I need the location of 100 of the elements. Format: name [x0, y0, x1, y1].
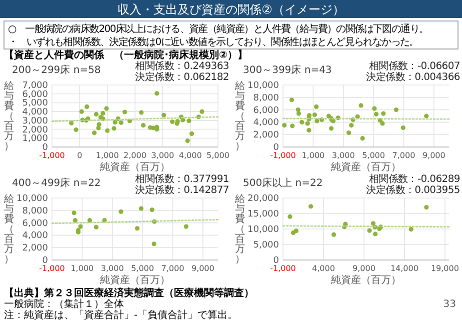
- x-tick-label: 19,000: [430, 264, 459, 273]
- y-tick-label: 20,000: [248, 194, 280, 204]
- text: 相関係数：0.377991: [135, 173, 229, 185]
- point: [346, 130, 352, 136]
- y-tick-label: 3,000: [22, 116, 48, 126]
- point: [74, 127, 78, 132]
- point: [370, 221, 376, 226]
- point: [374, 112, 379, 116]
- y-tick-label: 0: [273, 143, 280, 153]
- text: 相関係数：-0.06607: [368, 60, 460, 72]
- point: [294, 228, 298, 234]
- point: [289, 98, 294, 102]
- point: [400, 125, 406, 130]
- point: [78, 224, 83, 229]
- x-tick-label: 14,000: [390, 264, 418, 273]
- x-axis-title: 純資産（百万）: [331, 161, 401, 173]
- point: [69, 120, 74, 126]
- x-tick-label: 3,000: [100, 264, 124, 273]
- x-tick-label: 4,000: [312, 264, 335, 273]
- chart-title: 200～299床 n=58: [12, 64, 101, 76]
- text: 33: [443, 299, 456, 310]
- text: 相関係数：0.249363: [135, 60, 229, 72]
- y-tick-label: 0: [273, 256, 280, 266]
- x-tick-label: 9,000: [352, 264, 376, 273]
- text: ・ いずれも相関係数、決定係数は0に近い数値を示しており、関係性はほとんど見られなかった。: [8, 36, 418, 48]
- point: [381, 111, 386, 116]
- point: [72, 218, 78, 223]
- point: [290, 124, 295, 128]
- y-tick-label: 2,000: [253, 130, 280, 141]
- point: [154, 91, 160, 96]
- point: [282, 123, 287, 128]
- text: 収入・支出及び資産の関係②（イメージ）: [118, 2, 344, 16]
- point: [138, 206, 144, 211]
- y-axis-title: 給与費（百万）: [234, 80, 245, 152]
- point: [87, 218, 92, 223]
- x-tick-label: -1,000: [39, 264, 65, 273]
- point: [100, 111, 106, 116]
- x-tick-label: 7,000: [161, 264, 184, 273]
- x-tick-label: -1,000: [39, 151, 65, 160]
- point: [72, 210, 76, 216]
- point: [105, 128, 110, 133]
- y-tick-label: 2,000: [22, 244, 48, 254]
- y-tick-label: 6,000: [22, 218, 48, 229]
- y-axis-title: 給与費（百万）: [234, 193, 245, 265]
- point: [305, 121, 310, 126]
- y-axis-title: 給与費（百万）: [3, 80, 14, 152]
- x-tick-label: 7,000: [392, 151, 416, 160]
- point: [367, 228, 372, 233]
- point: [380, 121, 385, 126]
- point: [185, 138, 190, 144]
- point: [141, 123, 146, 128]
- point: [314, 104, 319, 109]
- x-axis-title: 純資産（百万）: [100, 161, 170, 173]
- point: [408, 227, 414, 232]
- point: [328, 126, 334, 131]
- point: [296, 111, 301, 116]
- point: [372, 106, 377, 111]
- point: [122, 110, 128, 114]
- point: [79, 109, 84, 114]
- point: [94, 224, 99, 230]
- point: [373, 232, 378, 236]
- text: 【出典】第２３回医療経済実態調査（医療機関等調査）: [4, 287, 254, 299]
- x-tick-label: 4,000: [178, 151, 202, 160]
- y-tick-label: 4,000: [253, 118, 280, 128]
- point: [94, 112, 99, 117]
- y-tick-label: 4,000: [22, 231, 48, 242]
- text: 相関係数：-0.06289: [368, 173, 460, 185]
- x-tick-label: 3,000: [151, 151, 174, 160]
- point: [112, 120, 118, 124]
- x-axis-title: 純資産（百万）: [100, 274, 170, 286]
- x-tick-label: 0: [77, 151, 82, 160]
- point: [92, 130, 97, 136]
- text: 決定係数：0.142877: [135, 184, 229, 196]
- text: 決定係数：0.004366: [366, 71, 460, 83]
- y-axis-title: 給与費（百万）: [3, 193, 14, 265]
- x-tick-label: 3,000: [332, 151, 355, 160]
- chart-title: 500床以上 n=22: [243, 177, 323, 189]
- x-tick-label: 5,000: [206, 151, 230, 160]
- x-tick-label: 5,000: [131, 264, 154, 273]
- y-tick-label: 0: [42, 143, 48, 153]
- x-tick-label: -1,000: [270, 151, 296, 160]
- point: [139, 110, 144, 115]
- point: [312, 112, 317, 118]
- point: [134, 226, 140, 231]
- point: [104, 106, 109, 111]
- y-tick-label: 0: [42, 256, 48, 266]
- point: [112, 126, 116, 131]
- text: 【資産と人件費の関係 （一般病院･病床規模別②）】: [4, 49, 248, 61]
- point: [152, 242, 156, 246]
- point: [349, 123, 354, 128]
- text: ○ 一般病院の病床数200床以上における、資産（純資産）と人件費（給与費）の関係は下図の通り。: [8, 23, 428, 35]
- x-axis-title: 純資産（百万）: [331, 274, 401, 286]
- y-tick-label: 7,000: [22, 81, 48, 91]
- y-tick-label: 8,000: [22, 206, 48, 216]
- point: [150, 207, 154, 212]
- y-tick-label: 4,000: [22, 108, 48, 118]
- x-tick-label: 1,000: [302, 151, 325, 160]
- y-tick-label: 10,000: [16, 194, 48, 204]
- text: 注：純資産は、「資産合計」-「負債合計」で算出。: [4, 309, 238, 320]
- text: 決定係数：0.062182: [135, 71, 229, 83]
